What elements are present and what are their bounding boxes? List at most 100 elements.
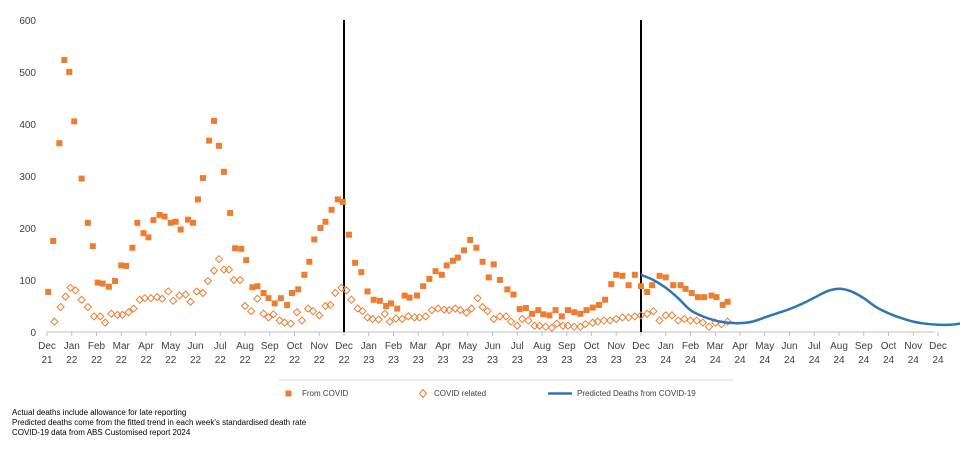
from-covid-point — [99, 280, 106, 287]
from-covid-point — [485, 274, 492, 281]
covid-related-point — [280, 318, 289, 327]
from-covid-point — [631, 271, 638, 278]
covid-related-point — [337, 283, 346, 293]
covid-related-point — [118, 310, 127, 320]
covid-related-point — [66, 283, 75, 293]
x-tick-label-year: 24 — [660, 355, 672, 366]
covid-related-point — [77, 295, 86, 304]
x-tick-label-month: Sep — [855, 341, 873, 352]
covid-related-point — [427, 305, 437, 315]
covid-related-point — [506, 317, 516, 326]
from-covid-point — [638, 283, 644, 290]
x-tick-label-month: Dec — [929, 341, 947, 352]
y-axis: 0 100 200 300 400 500 600 — [19, 16, 935, 339]
from-covid-point — [254, 283, 261, 290]
from-covid-point — [602, 296, 609, 303]
covid-related-point — [692, 316, 701, 325]
covid-related-point — [107, 309, 116, 319]
covid-related-point — [698, 318, 708, 327]
from-covid-point — [317, 225, 324, 231]
from-covid-point — [589, 304, 596, 311]
from-covid-point — [420, 283, 427, 290]
from-covid-point — [339, 199, 346, 205]
from-covid-point — [134, 219, 141, 226]
from-covid-point — [613, 271, 620, 278]
x-tick-label-year: 23 — [388, 355, 400, 366]
x-tick-label-year: 24 — [932, 355, 944, 366]
from-covid-point — [232, 245, 239, 252]
x-tick-label-month: Aug — [236, 341, 254, 352]
x-tick-label-year: 24 — [710, 355, 722, 366]
covid-related-point — [152, 292, 162, 302]
covid-related-point — [83, 302, 93, 312]
covid-related-point — [673, 316, 683, 325]
covid-related-point — [374, 315, 383, 324]
covid-related-point — [358, 306, 367, 316]
legend-swatch-covid-related — [418, 388, 428, 399]
from-covid-point — [243, 257, 250, 264]
x-tick-label-month: Nov — [904, 341, 922, 352]
from-covid-point — [89, 243, 96, 250]
covid-related-point — [530, 321, 539, 330]
y-tick-label: 300 — [19, 172, 36, 183]
covid-related-point — [723, 317, 732, 326]
covid-related-point — [229, 275, 239, 285]
legend-label-covid-related: COVID related — [434, 389, 486, 398]
covid-related-point — [524, 316, 533, 325]
from-covid-point — [432, 268, 439, 275]
from-covid-point — [406, 294, 413, 301]
x-tick-label-year: 24 — [784, 355, 796, 366]
from-covid-point — [177, 226, 184, 233]
x-tick-label-year: 22 — [264, 355, 276, 366]
covid-related-point — [140, 293, 149, 303]
from-covid-point — [249, 284, 256, 291]
from-covid-point — [50, 238, 57, 244]
x-tick-label-year: 22 — [215, 355, 227, 366]
x-tick-label-year: 22 — [66, 355, 78, 366]
from-covid-point — [211, 117, 218, 124]
from-covid-point — [185, 216, 192, 223]
covid-related-point — [704, 322, 714, 332]
covid-related-point — [451, 304, 460, 313]
from-covid-point — [71, 118, 78, 125]
x-tick-label-month: Mar — [707, 341, 725, 352]
x-tick-label-month: Dec — [38, 341, 56, 352]
x-tick-label-year: 22 — [165, 355, 177, 366]
covid-related-point — [297, 316, 307, 325]
from-covid-point — [449, 257, 456, 264]
from-covid-point — [376, 297, 383, 304]
x-tick-label-year: 24 — [833, 355, 845, 366]
covid-related-point — [636, 311, 646, 320]
x-tick-label-month: Jan — [658, 341, 674, 352]
from-covid-point — [56, 140, 63, 147]
from-covid-point — [220, 168, 227, 175]
x-tick-label-month: Feb — [682, 341, 700, 352]
from-covid-point — [713, 294, 720, 301]
from-covid-point — [61, 57, 68, 64]
from-covid-point — [161, 213, 168, 220]
covid-related-point — [246, 306, 256, 316]
from-covid-point — [649, 282, 656, 289]
series-predicted — [640, 273, 960, 327]
x-tick-label-year: 24 — [759, 355, 771, 366]
covid-related-point — [686, 316, 695, 325]
footnote-predicted-deaths: Predicted deaths come from the fitted tr… — [12, 418, 307, 427]
x-tick-label-month: Oct — [584, 341, 600, 352]
footnote-late-reporting: Actual deaths include allowance for late… — [12, 408, 187, 417]
from-covid-point — [529, 310, 536, 317]
x-tick-label-month: Jul — [214, 341, 227, 352]
covid-related-point — [535, 321, 544, 330]
x-tick-label-year: 22 — [289, 355, 301, 366]
x-tick-label-month: May — [458, 341, 477, 352]
from-covid-point — [414, 292, 421, 299]
covid-related-point — [563, 321, 573, 330]
x-tick-label-year: 22 — [239, 355, 251, 366]
covid-related-point — [605, 316, 615, 325]
covid-related-point — [175, 291, 184, 300]
from-covid-point — [167, 219, 174, 226]
x-tick-label-month: Mar — [113, 341, 131, 352]
covid-related-point — [385, 317, 394, 326]
x-tick-label-month: Dec — [632, 341, 650, 352]
from-covid-point — [504, 286, 511, 293]
from-covid-point — [443, 262, 450, 269]
